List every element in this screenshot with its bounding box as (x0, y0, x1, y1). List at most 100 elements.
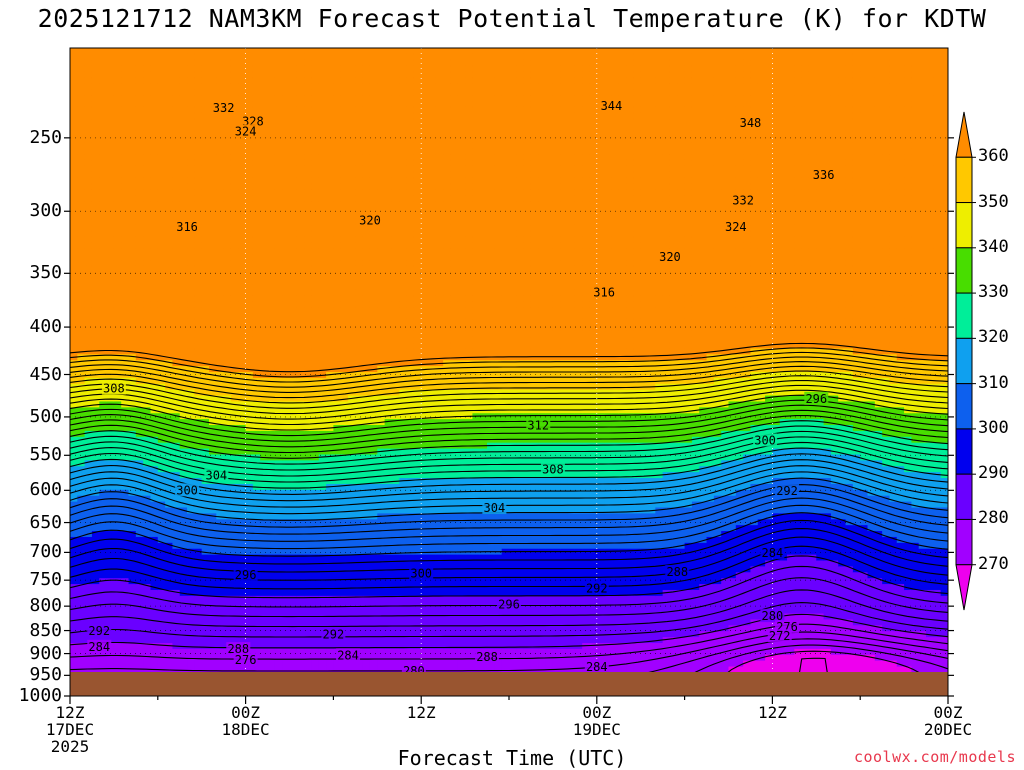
field-cell (172, 613, 181, 621)
field-cell (238, 218, 247, 226)
field-cell (274, 572, 283, 579)
field-cell (179, 342, 188, 350)
field-cell (91, 584, 100, 591)
field-cell (362, 236, 371, 243)
field-cell (216, 419, 225, 426)
field-cell (143, 159, 152, 167)
field-cell (230, 195, 239, 202)
field-cell (245, 159, 254, 167)
field-cell (282, 106, 291, 114)
field-cell (172, 324, 181, 332)
field-cell (311, 118, 320, 126)
field-cell (143, 372, 152, 379)
field-cell (289, 154, 298, 161)
field-cell (238, 83, 247, 90)
field-cell (201, 436, 210, 444)
field-cell (333, 207, 342, 214)
field-cell (245, 507, 254, 514)
field-cell (267, 295, 276, 302)
field-cell (77, 572, 86, 579)
field-cell (296, 389, 305, 397)
field-cell (179, 124, 188, 132)
field-cell (384, 324, 393, 332)
field-cell (165, 265, 174, 273)
field-cell (311, 142, 320, 149)
field-cell (289, 130, 298, 137)
field-cell (289, 342, 298, 350)
field-cell (384, 124, 393, 132)
field-cell (99, 265, 108, 273)
field-cell (91, 536, 100, 544)
field-cell (289, 377, 298, 385)
field-cell (384, 165, 393, 173)
field-cell (311, 666, 320, 674)
field-cell (304, 525, 313, 532)
field-cell (230, 436, 239, 444)
field-cell (245, 106, 254, 114)
field-cell (289, 584, 298, 591)
field-cell (113, 271, 122, 279)
field-cell (318, 230, 327, 238)
field-cell (223, 607, 232, 615)
field-cell (369, 53, 378, 61)
field-cell (128, 318, 137, 326)
field-cell (362, 389, 371, 397)
field-cell (230, 613, 239, 621)
field-cell (91, 48, 100, 55)
field-cell (84, 165, 93, 173)
field-cell (348, 436, 356, 444)
field-cell (157, 101, 166, 108)
field-cell (318, 366, 327, 373)
field-cell (106, 307, 115, 314)
field-cell (274, 442, 283, 450)
field-cell (77, 165, 86, 173)
field-cell (121, 124, 130, 132)
field-cell (165, 154, 174, 161)
field-cell (355, 89, 364, 96)
field-cell (252, 554, 261, 562)
field-cell (289, 536, 298, 544)
field-cell (165, 124, 174, 132)
field-cell (91, 654, 100, 662)
field-cell (245, 313, 254, 320)
field-cell (238, 601, 247, 609)
field-cell (150, 642, 159, 650)
field-cell (362, 637, 371, 644)
field-cell (135, 625, 144, 632)
field-cell (399, 301, 408, 308)
field-cell (179, 478, 188, 485)
field-cell (106, 177, 115, 185)
field-cell (150, 336, 159, 344)
field-cell (70, 177, 78, 185)
field-cell (304, 212, 313, 220)
field-cell (106, 165, 115, 173)
field-cell (113, 425, 122, 432)
field-cell (245, 460, 254, 467)
field-cell (296, 572, 305, 579)
field-cell (384, 260, 393, 267)
field-cell (223, 542, 232, 550)
field-cell (384, 425, 393, 432)
field-cell (348, 489, 356, 497)
field-cell (391, 307, 400, 314)
field-cell (304, 260, 313, 267)
field-cell (369, 525, 378, 532)
field-cell (135, 419, 144, 426)
field-cell (91, 478, 100, 485)
field-cell (187, 89, 195, 96)
field-cell (340, 112, 349, 120)
field-cell (340, 383, 349, 391)
field-cell (318, 218, 327, 226)
field-cell (340, 442, 349, 450)
field-cell (121, 154, 130, 161)
field-cell (362, 318, 371, 326)
field-cell (318, 77, 327, 84)
field-cell (113, 77, 122, 84)
field-cell (209, 495, 217, 503)
field-cell (150, 324, 159, 332)
field-cell (187, 83, 195, 90)
field-cell (318, 348, 327, 355)
field-cell (187, 560, 195, 567)
field-cell (106, 318, 115, 326)
field-cell (91, 183, 100, 190)
